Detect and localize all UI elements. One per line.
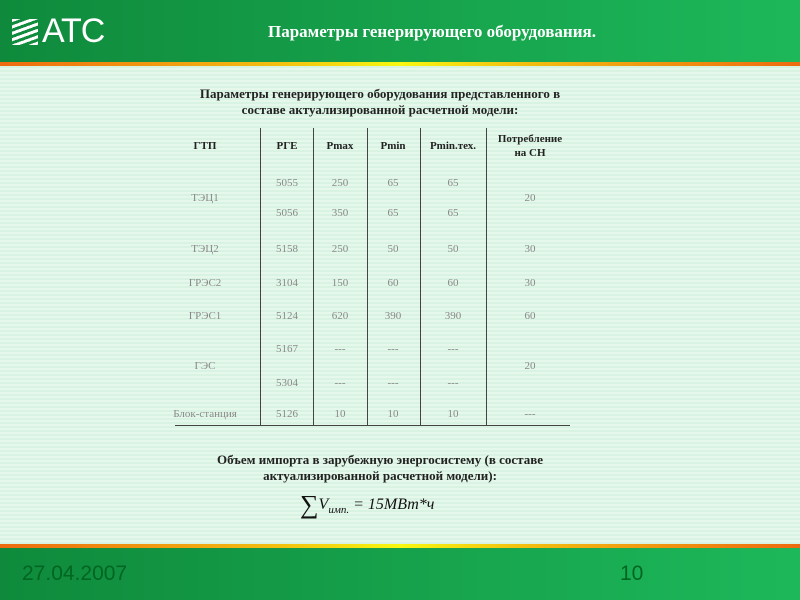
table-cell: 5167 (276, 343, 298, 355)
page-number: 10 (620, 562, 644, 585)
table-cell: 10 (334, 408, 346, 420)
header-divider (0, 62, 800, 66)
column-divider (486, 128, 487, 425)
table-cell: 65 (387, 177, 399, 189)
table-cell: 150 (331, 277, 349, 289)
column-header: РГЕ (276, 140, 298, 152)
header-bar (0, 0, 800, 62)
column-header: Pmin (380, 140, 406, 152)
table-cell: 250 (331, 177, 349, 189)
table-cell: 65 (447, 177, 459, 189)
table-cell: 5124 (276, 310, 298, 322)
column-header: ГТП (193, 140, 217, 152)
table-cell: 620 (331, 310, 349, 322)
gtp-name: ГЭС (194, 360, 216, 372)
table-cell: 390 (444, 310, 462, 322)
table-caption: Параметры генерирующего оборудования пре… (150, 86, 610, 118)
parameters-table: ГТП РГЕ Pmax Pmin Pmin.тех. Потребление на СН… (173, 128, 570, 426)
gtp-name: ГРЭС1 (188, 310, 222, 322)
sn-consumption: 30 (524, 277, 536, 289)
table-cell: 5056 (276, 207, 298, 219)
table-cell: 5055 (276, 177, 298, 189)
gtp-name: Блок-станция (173, 408, 237, 420)
column-header: Pmin.тех. (429, 140, 477, 152)
logo: АТС (12, 12, 105, 51)
column-divider (313, 128, 314, 425)
table-cell: 390 (384, 310, 402, 322)
column-divider (420, 128, 421, 425)
logo-icon (12, 18, 38, 45)
table-cell: --- (387, 343, 399, 355)
column-divider (367, 128, 368, 425)
column-header: Потребление на СН (497, 133, 563, 159)
table-cell: 60 (387, 277, 399, 289)
formula-var: V (318, 496, 329, 513)
sn-consumption: 60 (524, 310, 536, 322)
formula-sub: имп. (328, 504, 350, 517)
gtp-name: ТЭЦ2 (191, 243, 219, 255)
footer-bar (0, 548, 800, 600)
table-cell: 350 (331, 207, 349, 219)
footer-date: 27.04.2007 (22, 562, 128, 585)
caption-line: Объем импорта в зарубежную энергосистему… (217, 452, 543, 467)
logo-text: АТС (42, 12, 105, 50)
table-cell: 65 (447, 207, 459, 219)
table-cell: 5158 (276, 243, 298, 255)
table-cell: --- (447, 343, 459, 355)
table-cell: 65 (387, 207, 399, 219)
formula-rhs: = 15МВт*ч (353, 496, 435, 513)
table-cell: 50 (447, 243, 459, 255)
column-divider (260, 128, 261, 425)
table-cell: --- (334, 377, 346, 389)
sn-consumption: 20 (524, 192, 536, 204)
sum-symbol: ∑ (300, 490, 319, 519)
column-header: Pmax (326, 140, 354, 152)
gtp-name: ТЭЦ1 (191, 192, 219, 204)
sn-consumption: 30 (524, 243, 536, 255)
gtp-name: ГРЭС2 (188, 277, 222, 289)
table-cell: --- (447, 377, 459, 389)
table-cell: 3104 (276, 277, 298, 289)
table-cell: --- (334, 343, 346, 355)
table-cell: 5304 (276, 377, 298, 389)
sn-consumption: --- (524, 408, 536, 420)
table-cell: 10 (387, 408, 399, 420)
caption-line: актуализированной расчетной модели): (263, 468, 497, 483)
table-cell: --- (387, 377, 399, 389)
caption-line: Параметры генерирующего оборудования пре… (199, 86, 561, 101)
table-cell: 5126 (276, 408, 298, 420)
table-cell: 50 (387, 243, 399, 255)
import-formula: ∑Vимп. = 15МВт*ч (300, 490, 434, 520)
table-cell: 250 (331, 243, 349, 255)
import-caption: Объем импорта в зарубежную энергосистему… (150, 452, 610, 484)
table-cell: 60 (447, 277, 459, 289)
table-cell: 10 (447, 408, 459, 420)
footer-divider (0, 544, 800, 548)
sn-consumption: 20 (524, 360, 536, 372)
caption-line: составе актуализированной расчетной моде… (241, 102, 519, 117)
slide-title: Параметры генерирующего оборудования. (268, 22, 596, 41)
